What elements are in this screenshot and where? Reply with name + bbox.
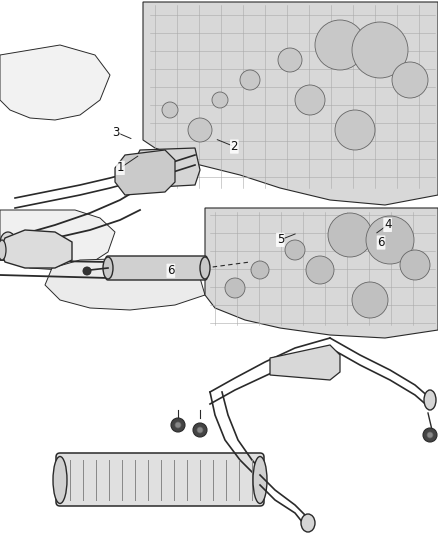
Circle shape xyxy=(162,102,178,118)
Polygon shape xyxy=(205,208,438,338)
Circle shape xyxy=(352,282,388,318)
Ellipse shape xyxy=(424,390,436,410)
Circle shape xyxy=(400,250,430,280)
Circle shape xyxy=(225,278,245,298)
Polygon shape xyxy=(130,148,200,188)
Ellipse shape xyxy=(0,240,6,260)
Circle shape xyxy=(251,261,269,279)
Circle shape xyxy=(171,418,185,432)
Circle shape xyxy=(392,62,428,98)
Ellipse shape xyxy=(53,456,67,504)
Polygon shape xyxy=(0,230,72,268)
Circle shape xyxy=(335,110,375,150)
Circle shape xyxy=(427,432,433,438)
Polygon shape xyxy=(0,210,115,270)
Ellipse shape xyxy=(103,257,113,279)
Ellipse shape xyxy=(301,514,315,532)
Circle shape xyxy=(285,240,305,260)
Circle shape xyxy=(175,422,181,428)
Circle shape xyxy=(423,428,437,442)
Polygon shape xyxy=(270,345,340,380)
Circle shape xyxy=(328,213,372,257)
Text: 1: 1 xyxy=(117,161,124,174)
FancyBboxPatch shape xyxy=(106,256,207,280)
Circle shape xyxy=(278,48,302,72)
Polygon shape xyxy=(0,45,110,120)
Polygon shape xyxy=(115,150,175,195)
Ellipse shape xyxy=(253,456,267,504)
Circle shape xyxy=(83,267,91,275)
Ellipse shape xyxy=(0,232,16,254)
Text: 3: 3 xyxy=(113,126,120,139)
FancyBboxPatch shape xyxy=(56,453,264,506)
Circle shape xyxy=(366,216,414,264)
Text: 6: 6 xyxy=(167,264,175,277)
Polygon shape xyxy=(45,258,205,310)
Circle shape xyxy=(315,20,365,70)
Polygon shape xyxy=(143,2,438,205)
Ellipse shape xyxy=(200,257,210,279)
Circle shape xyxy=(197,427,203,433)
Circle shape xyxy=(306,256,334,284)
Text: 5: 5 xyxy=(277,233,284,246)
Text: 2: 2 xyxy=(230,140,238,153)
Text: 4: 4 xyxy=(384,219,392,231)
Circle shape xyxy=(240,70,260,90)
Circle shape xyxy=(295,85,325,115)
Circle shape xyxy=(193,423,207,437)
Circle shape xyxy=(188,118,212,142)
Text: 6: 6 xyxy=(377,236,385,249)
Circle shape xyxy=(352,22,408,78)
Circle shape xyxy=(212,92,228,108)
